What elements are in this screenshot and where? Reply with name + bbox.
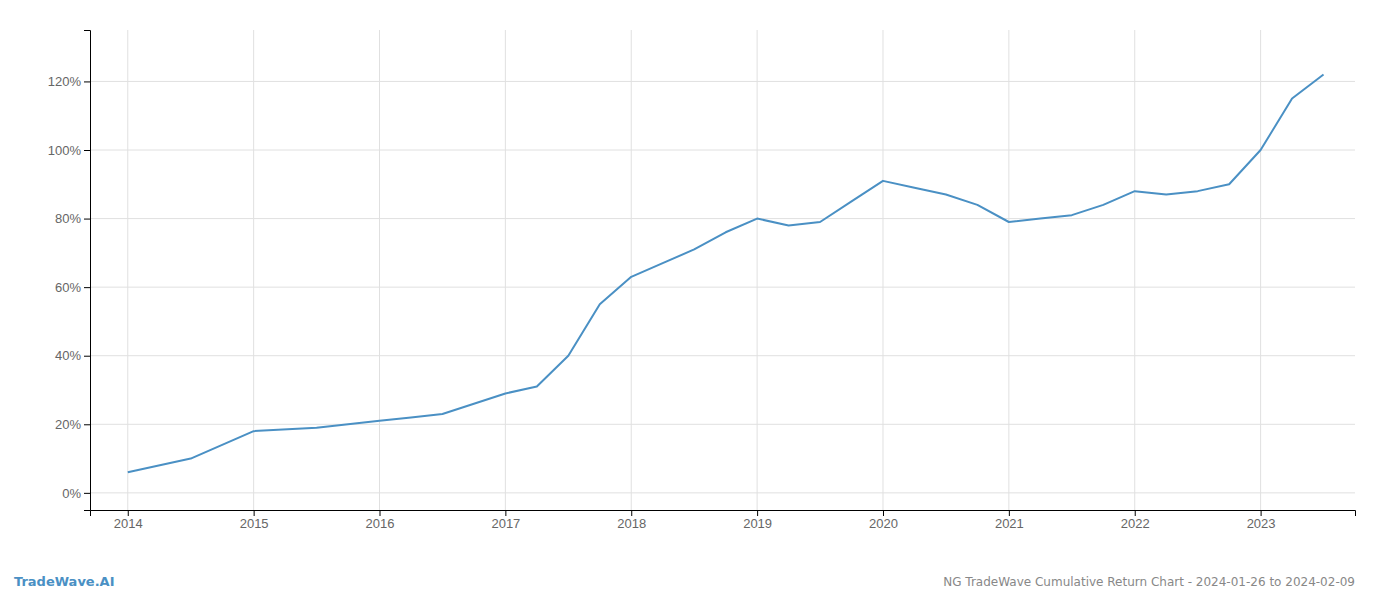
x-tick: 2020 (869, 510, 898, 531)
grid-line-x (631, 30, 632, 510)
grid-line-y (90, 492, 1355, 493)
x-tick-label: 2021 (995, 516, 1024, 531)
line (128, 75, 1324, 473)
grid-line-y (90, 81, 1355, 82)
y-tick-mark (84, 81, 90, 82)
y-tick: 40% (55, 348, 90, 363)
x-tick-label: 2019 (743, 516, 772, 531)
y-tick: 100% (48, 143, 90, 158)
x-tick-mark (883, 510, 884, 516)
x-tick: 2017 (491, 510, 520, 531)
y-tick-mark (84, 424, 90, 425)
x-tick-mark (1135, 510, 1136, 516)
x-tick: 2022 (1121, 510, 1150, 531)
x-tick-label: 2022 (1121, 516, 1150, 531)
x-tick-mark (505, 510, 506, 516)
x-axis-line (91, 511, 1356, 517)
grid-line-y (90, 218, 1355, 219)
y-tick-label: 20% (55, 417, 81, 432)
grid-line-x (253, 30, 254, 510)
grid-line-y (90, 150, 1355, 151)
x-tick-mark (631, 510, 632, 516)
grid-line-x (379, 30, 380, 510)
grid-line-x (1008, 30, 1009, 510)
x-tick-mark (1009, 510, 1010, 516)
title: NG TradeWave Cumulative Return Chart - 2… (943, 575, 1355, 589)
x-tick: 2021 (995, 510, 1024, 531)
x-tick-label: 2023 (1247, 516, 1276, 531)
x-tick-label: 2018 (617, 516, 646, 531)
x-tick: 2015 (240, 510, 269, 531)
y-tick: 120% (48, 74, 90, 89)
y-tick: 20% (55, 417, 90, 432)
y-tick-mark (84, 493, 90, 494)
x-tick-label: 2017 (491, 516, 520, 531)
x-tick: 2016 (366, 510, 395, 531)
x-tick-mark (1261, 510, 1262, 516)
x-tick: 2019 (743, 510, 772, 531)
x-tick-label: 2016 (366, 516, 395, 531)
y-tick-mark (84, 150, 90, 151)
x-tick: 2018 (617, 510, 646, 531)
y-tick: 60% (55, 280, 90, 295)
grid-line-x (505, 30, 506, 510)
y-tick-mark (84, 356, 90, 357)
x-tick: 2023 (1247, 510, 1276, 531)
plot-area (128, 75, 1324, 473)
x-tick-label: 2015 (240, 516, 269, 531)
y-tick: 0% (62, 486, 90, 501)
grid (90, 30, 1355, 510)
x-tick-label: 2020 (869, 516, 898, 531)
grid-line-x (882, 30, 883, 510)
x-tick-mark (380, 510, 381, 516)
grid-line-x (1260, 30, 1261, 510)
y-tick-label: 120% (48, 74, 82, 89)
grid-line-y (90, 424, 1355, 425)
x-tick-mark (128, 510, 129, 516)
y-axis: 0% 20% 40% 60% 80% 100% 120% (48, 31, 91, 511)
x-tick-mark (757, 510, 758, 516)
y-tick-label: 0% (62, 486, 81, 501)
chart: 2014 2015 2016 2017 2018 2019 2020 2021 2022 2023… (0, 0, 1400, 600)
x-tick-mark (254, 510, 255, 516)
y-tick: 80% (55, 211, 90, 226)
grid-line-y (90, 287, 1355, 288)
x-tick-label: 2014 (114, 516, 143, 531)
watermark: TradeWave.AI (14, 574, 115, 589)
y-tick-mark (84, 287, 90, 288)
x-axis: 2014 2015 2016 2017 2018 2019 2020 2021 2022 2023 (91, 510, 1356, 531)
grid-line-x (127, 30, 128, 510)
grid-line-x (1134, 30, 1135, 510)
y-tick-mark (84, 219, 90, 220)
y-axis-line (84, 31, 91, 511)
y-tick-label: 80% (55, 211, 81, 226)
x-tick: 2014 (114, 510, 143, 531)
grid-line-y (90, 355, 1355, 356)
y-tick-label: 40% (55, 348, 81, 363)
grid-line-x (757, 30, 758, 510)
y-tick-label: 100% (48, 143, 82, 158)
y-tick-label: 60% (55, 280, 81, 295)
